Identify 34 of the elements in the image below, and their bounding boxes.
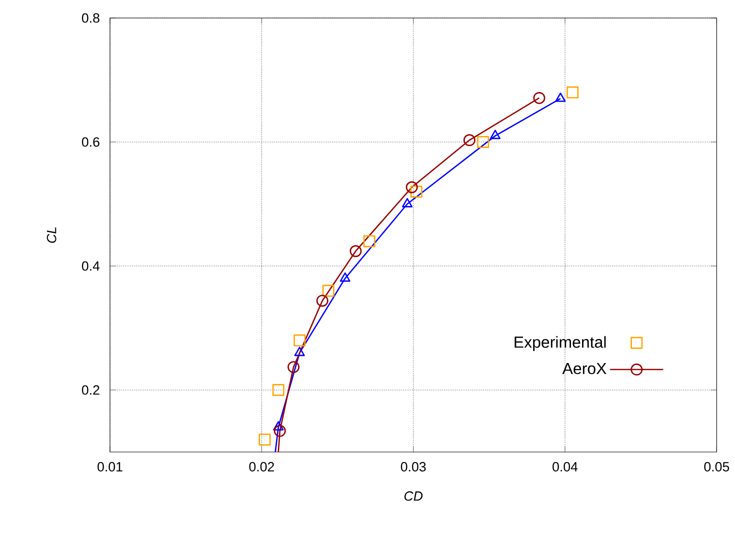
y-axis-title: CL (46, 227, 56, 243)
point (566, 86, 579, 98)
point (258, 434, 271, 446)
legend-label: Experimental (514, 336, 606, 351)
point (288, 361, 300, 374)
point (533, 92, 546, 104)
point (490, 130, 501, 140)
x-axis-title: CD (404, 491, 423, 501)
x-tick-label: 0.01 (98, 462, 122, 472)
x-tick-label: 0.05 (704, 462, 730, 472)
point (406, 181, 418, 194)
point (322, 284, 334, 297)
point (555, 92, 566, 102)
x-tick-label: 0.03 (400, 462, 426, 472)
legend-label: AeroX (562, 363, 606, 374)
x-tick-label: 0.02 (249, 462, 274, 472)
point (477, 136, 490, 148)
point (316, 294, 328, 307)
point (363, 235, 376, 248)
point (294, 346, 305, 356)
y-tick-label: 0.4 (82, 261, 100, 271)
point (272, 384, 284, 396)
point (410, 186, 422, 198)
y-tick-label: 0.2 (82, 385, 100, 395)
x-tick-label: 0.04 (552, 462, 578, 472)
point (463, 134, 476, 146)
point (350, 245, 362, 258)
point (274, 424, 286, 437)
point (294, 334, 306, 346)
y-tick-label: 0.6 (82, 137, 100, 147)
point (402, 198, 413, 208)
point (273, 421, 284, 431)
point (340, 272, 350, 282)
y-tick-label: 0.8 (82, 13, 100, 23)
